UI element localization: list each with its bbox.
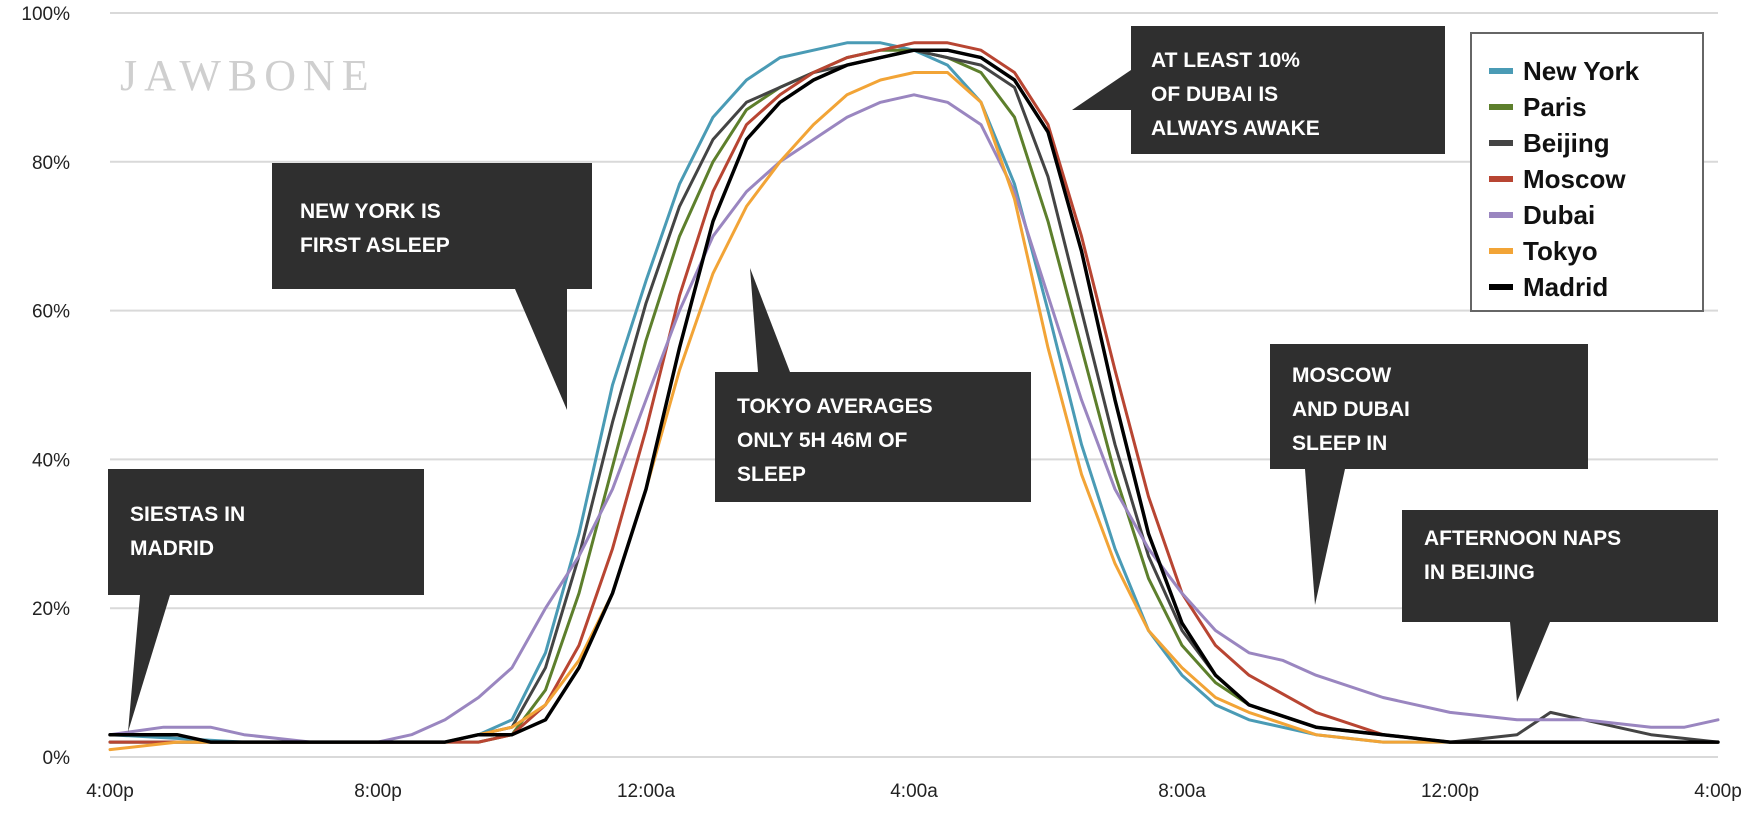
legend-label-madrid: Madrid — [1523, 272, 1608, 302]
callout-text-line: SLEEP IN — [1292, 432, 1387, 455]
x-tick-label: 12:00p — [1421, 781, 1479, 802]
y-tick-label: 80% — [32, 153, 70, 174]
callout-text-line: MOSCOW — [1292, 364, 1391, 387]
callout-text-line: AND DUBAI — [1292, 398, 1410, 421]
x-tick-label: 4:00a — [890, 781, 938, 802]
callout: SIESTAS IN MADRID — [108, 469, 424, 732]
legend-label-new-york: New York — [1523, 56, 1640, 86]
callout-text-line: IN BEIJING — [1424, 561, 1535, 584]
callout-text-line: ALWAYS AWAKE — [1151, 117, 1320, 140]
x-tick-label: 4:00p — [86, 781, 134, 802]
x-tick-label: 8:00a — [1158, 781, 1206, 802]
x-tick-label: 8:00p — [354, 781, 402, 802]
callout-text-line: OF DUBAI IS — [1151, 83, 1278, 106]
callout-text-line: ONLY 5H 46M OF — [737, 429, 908, 452]
legend-label-moscow: Moscow — [1523, 164, 1626, 194]
callout-text-line: NEW YORK IS — [300, 200, 441, 223]
callout-box — [1270, 344, 1588, 469]
callout-box — [272, 163, 592, 289]
callout-text-line: AFTERNOON NAPS — [1424, 527, 1621, 550]
callout-box — [715, 372, 1031, 502]
series-line-tokyo — [108, 71, 1720, 752]
x-axis-tick-labels: 4:00p 8:00p 12:00a 4:00a 8:00a 12:00p 4:00p — [86, 781, 1742, 802]
y-axis-tick-labels: 0% 20% 40% 60% 80% 100% — [21, 4, 70, 769]
legend-label-tokyo: Tokyo — [1523, 236, 1598, 266]
callout: TOKYO AVERAGES ONLY 5H 46M OF SLEEP — [715, 268, 1031, 502]
callout: AT LEAST 10% OF DUBAI IS ALWAYS AWAKE — [1072, 26, 1445, 154]
callout-box — [108, 469, 424, 595]
legend: New York Paris Beijing Moscow Dubai Tokyo Madr… — [1470, 32, 1704, 312]
callout-text-line: AT LEAST 10% — [1151, 49, 1300, 72]
callout-pointer — [1305, 469, 1345, 605]
y-tick-label: 60% — [32, 302, 70, 323]
series-line-moscow — [108, 41, 1720, 744]
callout-pointer — [1072, 70, 1131, 110]
callout-pointer — [750, 268, 790, 372]
callout-pointer — [515, 289, 567, 410]
callout-box — [1131, 26, 1445, 154]
callout-text-line: SIESTAS IN — [130, 503, 245, 526]
callouts: NEW YORK IS FIRST ASLEEP AT LEAST 10% OF DU… — [108, 26, 1718, 732]
y-tick-label: 40% — [32, 450, 70, 471]
series-lines — [108, 41, 1720, 752]
x-tick-label: 12:00a — [617, 781, 676, 802]
y-tick-label: 100% — [21, 4, 70, 25]
y-tick-label: 0% — [43, 748, 71, 769]
callout-text-line: SLEEP — [737, 463, 806, 486]
callout: AFTERNOON NAPS IN BEIJING — [1402, 510, 1718, 702]
series-line-new-york — [108, 41, 1720, 744]
jawbone-brand-watermark: JAWBONE — [120, 51, 376, 100]
callout-text-line: TOKYO AVERAGES — [737, 395, 933, 418]
callout-pointer — [128, 595, 170, 732]
callout-text-line: MADRID — [130, 537, 214, 560]
legend-label-dubai: Dubai — [1523, 200, 1595, 230]
legend-label-paris: Paris — [1523, 92, 1587, 122]
x-tick-label: 4:00p — [1694, 781, 1742, 802]
series-line-madrid — [108, 48, 1720, 744]
callout-text-line: FIRST ASLEEP — [300, 234, 450, 257]
legend-label-beijing: Beijing — [1523, 128, 1610, 158]
y-tick-label: 20% — [32, 599, 70, 620]
callout-box — [1402, 510, 1718, 622]
legend-box — [1470, 32, 1704, 312]
callout-pointer — [1510, 622, 1550, 702]
callout: NEW YORK IS FIRST ASLEEP — [272, 163, 592, 410]
callout: MOSCOW AND DUBAI SLEEP IN — [1270, 344, 1588, 605]
series-line-dubai — [108, 93, 1720, 744]
